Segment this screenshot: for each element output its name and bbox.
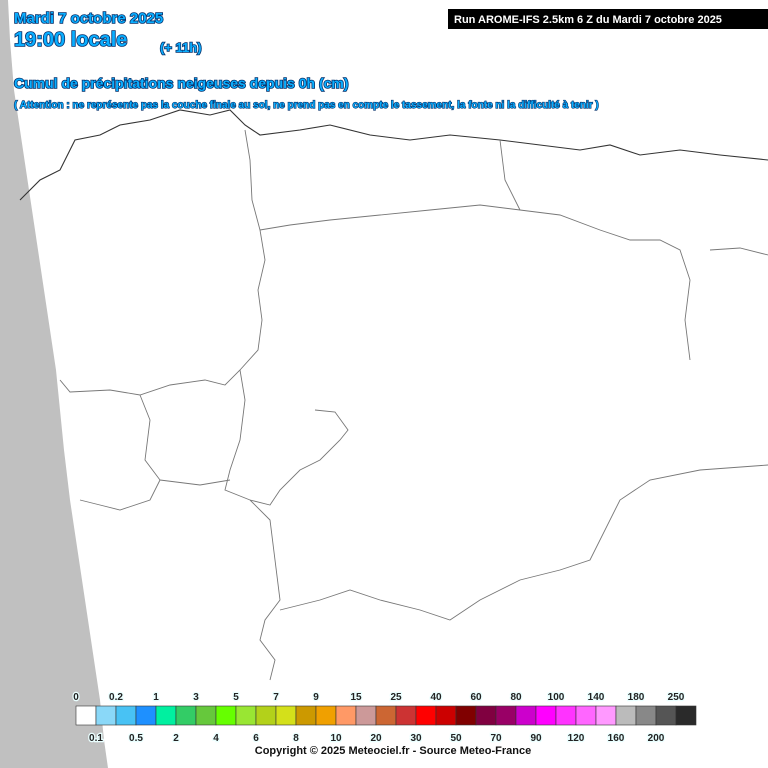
legend-swatch [155,705,177,726]
legend-swatch [535,705,557,726]
legend-swatch [315,705,337,726]
run-box [448,9,768,29]
legend: 0 0.1 0.2 0.5 1 2 3 4 5 6 7 8 9 10 15 20 25 30 40 50 60 70 80 9… [72,691,697,745]
legend-label: 1 [153,692,159,703]
legend-label: 50 [450,733,462,744]
legend-swatch [235,705,257,726]
run-info: Run AROME-IFS 2.5km 6 Z du Mardi 7 octob… [454,14,722,26]
legend-label: 2 [173,733,179,744]
legend-label: 80 [510,692,522,703]
legend-swatch [295,705,317,726]
offset: (+ 11h) [160,40,202,55]
legend-label: 10 [330,733,342,744]
legend-label: 30 [410,733,422,744]
legend-swatch [215,705,237,726]
legend-swatch [175,705,197,726]
coastline [19,109,768,201]
legend-label: 60 [470,692,482,703]
time: 19:00 locale [14,29,127,51]
region-border [709,247,768,256]
legend-swatch [115,705,137,726]
legend-label: 5 [233,692,239,703]
legend-label: 180 [628,692,645,703]
date: Mardi 7 octobre 2025 [14,10,163,27]
legend-label: 200 [648,733,665,744]
legend-swatch [395,705,417,726]
legend-label: 90 [530,733,542,744]
legend-label: 6 [253,733,259,744]
legend-label: 250 [668,692,685,703]
legend-label: 100 [548,692,565,703]
legend-swatch [455,705,477,726]
legend-swatch [595,705,617,726]
legend-label: 25 [390,692,402,703]
legend-swatch [95,705,117,726]
legend-label: 120 [568,733,585,744]
legend-label: 0.1 [89,733,103,744]
legend-swatch [515,705,537,726]
legend-label: 7 [273,692,279,703]
legend-label: 0.2 [109,692,123,703]
legend-swatch [575,705,597,726]
legend-label: 140 [588,692,605,703]
legend-label: 40 [430,692,442,703]
legend-swatch [635,705,657,726]
legend-swatch [335,705,357,726]
sea [0,0,108,768]
legend-swatch [75,705,97,726]
legend-label: 0 [73,692,79,703]
region-border [499,139,521,211]
legend-label: 9 [313,692,319,703]
legend-swatch [355,705,377,726]
legend-swatch [275,705,297,726]
region-border [259,204,691,361]
legend-swatch [135,705,157,726]
legend-swatch [615,705,637,726]
legend-label: 0.5 [129,733,143,744]
warning-note: ( Attention : ne représente pas la couch… [14,100,599,111]
legend-label: 70 [490,733,502,744]
legend-label: 8 [293,733,299,744]
legend-label: 3 [193,692,199,703]
legend-swatch [495,705,517,726]
legend-swatch [415,705,437,726]
region-border [159,479,231,486]
legend-swatch [435,705,457,726]
legend-swatch [475,705,497,726]
map-title: Cumul de précipitations neigeuses depuis… [14,75,349,91]
region-border [279,464,768,621]
legend-swatch [375,705,397,726]
region-border [249,499,281,681]
region-border [59,129,266,396]
legend-swatch [655,705,677,726]
legend-label: 15 [350,692,362,703]
legend-label: 160 [608,733,625,744]
region-border [79,394,161,511]
copyright: Copyright © 2025 Meteociel.fr - Source M… [255,745,531,757]
legend-swatch [195,705,217,726]
legend-swatch [675,705,697,726]
region-border [224,369,349,506]
legend-label: 20 [370,733,382,744]
legend-swatch [555,705,577,726]
legend-label: 4 [213,733,219,744]
legend-swatch [255,705,277,726]
